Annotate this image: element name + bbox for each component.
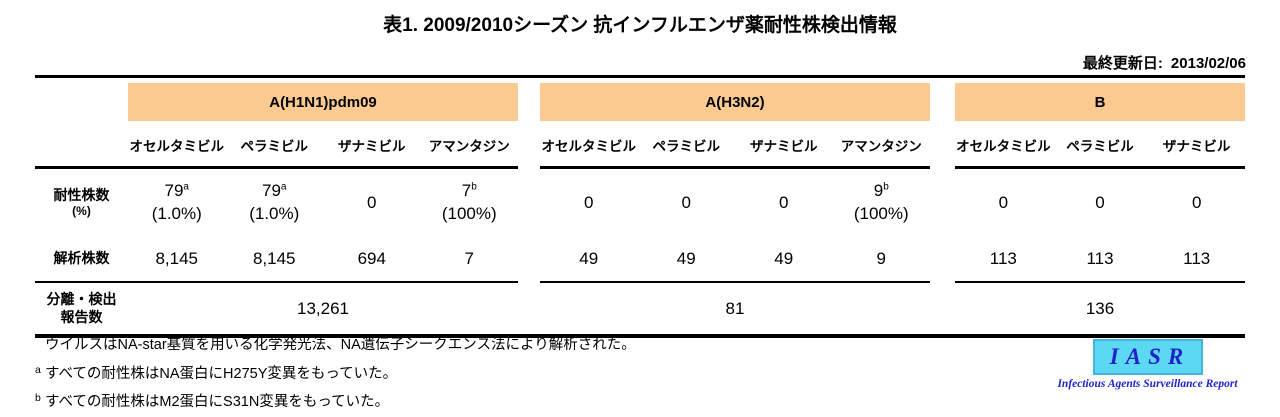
row-reported-count: 分離・検出 報告数 13,261 81 136	[35, 283, 1245, 334]
value-cell: 0	[584, 192, 594, 212]
value-cell: 49	[774, 248, 794, 268]
group-band-h3n2: A(H3N2)	[540, 83, 930, 121]
row-gap	[518, 237, 540, 281]
column-header: アマンタジン	[840, 139, 922, 154]
row-analyzed-count: 解析株数 8,145 8,145 694 7 49 49 49 9 113 11…	[35, 237, 1245, 281]
group2-headers: オセルタミビル ペラミビル ザナミビル アマンタジン	[540, 121, 930, 166]
value-cell-merged: 81	[725, 298, 745, 318]
footnotes: ウイルスはNA-star基質を用いる化学発光法、NA遺伝子シークエンス法により解…	[35, 336, 636, 417]
last-updated: 最終更新日: 2013/02/06	[1083, 52, 1246, 73]
virus-group-band-row: A(H1N1)pdm09 A(H3N2) B	[35, 83, 1245, 121]
divider-segment	[540, 281, 930, 283]
column-header: オセルタミビル	[129, 139, 225, 154]
drug-header-row: オセルタミビル ペラミビル ザナミビル アマンタジン オセルタミビル ペラミビル…	[35, 121, 1245, 166]
last-updated-date: 2013/02/06	[1170, 55, 1246, 72]
value-cell: 0	[779, 192, 789, 212]
iasr-logo[interactable]: IASR Infectious Agents Surveillance Repo…	[1040, 339, 1255, 390]
header-divider	[35, 166, 1245, 169]
row-gap	[518, 169, 540, 237]
value-cell: 9	[876, 248, 886, 268]
footnote-method: ウイルスはNA-star基質を用いる化学発光法、NA遺伝子シークエンス法により解…	[45, 337, 636, 353]
table-bottom-rule	[35, 334, 1245, 338]
value-cell: 113	[989, 248, 1017, 268]
reported-divider	[35, 281, 1245, 283]
iasr-logo-box[interactable]: IASR	[1092, 339, 1203, 375]
column-header: ザナミビル	[1162, 139, 1231, 154]
divider-segment	[35, 166, 518, 169]
value-cell: 0	[998, 192, 1009, 212]
group-band-b: B	[955, 83, 1245, 121]
value-cell: 0	[1095, 192, 1105, 212]
value-cell: 0	[367, 192, 377, 212]
value-cell: 0	[1191, 192, 1202, 212]
value-cell-merged: 136	[1085, 298, 1115, 318]
page-title: 表1. 2009/2010シーズン 抗インフルエンザ薬耐性株検出情報	[383, 15, 897, 36]
group-band-h1n1pdm09: A(H1N1)pdm09	[128, 83, 518, 121]
row-gap	[930, 237, 955, 281]
resistance-table: A(H1N1)pdm09 A(H3N2) B オセルタミビル ペラミビル ザナミ…	[35, 75, 1245, 338]
row-label-reported: 分離・検出 報告数	[46, 291, 117, 325]
value-cell: 79a (1.0%)	[249, 181, 300, 223]
table-top-rule	[35, 75, 1245, 78]
divider-segment	[955, 166, 1245, 169]
column-header: ザナミビル	[750, 139, 818, 154]
column-header: オセルタミビル	[541, 139, 637, 154]
group2-resistant-cells: 0 0 0 9b (100%)	[540, 169, 930, 237]
group3-analyzed-cells: 113 113 113	[955, 237, 1245, 281]
value-cell: 113	[1183, 248, 1211, 268]
group2-analyzed-cells: 49 49 49 9	[540, 237, 930, 281]
group3-resistant-cells: 0 0 0	[955, 169, 1245, 237]
footnote-b: b すべての耐性株はM2蛋白にS31N変異をもっていた。	[35, 392, 390, 411]
header-gap	[930, 121, 955, 166]
row-label-resistant: 耐性株数 (%)	[53, 186, 110, 219]
row-gap	[518, 283, 540, 334]
column-header: ザナミビル	[338, 139, 406, 154]
value-cell-merged: 13,261	[297, 298, 349, 318]
value-cell: 694	[357, 248, 386, 268]
iasr-logo-caption: Infectious Agents Surveillance Report	[1057, 378, 1238, 390]
column-header: ペラミビル	[240, 139, 309, 154]
column-header: アマンタジン	[428, 139, 510, 154]
header-spacer	[35, 121, 128, 166]
value-cell: 9b (100%)	[853, 181, 909, 223]
row-resistant-count: 耐性株数 (%) 79a (1.0%) 79a (1.0%) 0 7b	[35, 169, 1245, 237]
column-header: オセルタミビル	[956, 139, 1051, 154]
value-cell: 7b (100%)	[441, 181, 497, 223]
value-cell: 49	[676, 248, 696, 268]
footnote-a: a すべての耐性株はNA蛋白にH275Y変異をもっていた。	[35, 363, 398, 382]
value-cell: 7	[464, 248, 474, 268]
value-cell: 79a (1.0%)	[151, 181, 202, 223]
row-gap	[930, 283, 955, 334]
band-gap	[930, 83, 955, 121]
group3-headers: オセルタミビル ペラミビル ザナミビル	[955, 121, 1245, 166]
value-cell: 8,145	[252, 248, 296, 268]
value-cell: 8,145	[155, 248, 199, 268]
divider-segment	[955, 281, 1245, 283]
row-gap	[930, 169, 955, 237]
column-header: ペラミビル	[1066, 139, 1134, 154]
divider-segment	[35, 281, 518, 283]
group1-resistant-cells: 79a (1.0%) 79a (1.0%) 0 7b (100%)	[128, 169, 518, 237]
value-cell: 0	[681, 192, 691, 212]
divider-segment	[540, 166, 930, 169]
last-updated-label: 最終更新日:	[1082, 55, 1163, 72]
header-gap	[518, 121, 540, 166]
band-spacer	[35, 83, 128, 121]
value-cell: 49	[579, 248, 599, 268]
column-header: ペラミビル	[652, 139, 721, 154]
group1-headers: オセルタミビル ペラミビル ザナミビル アマンタジン	[128, 121, 518, 166]
band-gap	[518, 83, 540, 121]
group1-analyzed-cells: 8,145 8,145 694 7	[128, 237, 518, 281]
row-label-analyzed: 解析株数	[53, 250, 110, 267]
value-cell: 113	[1086, 248, 1114, 268]
